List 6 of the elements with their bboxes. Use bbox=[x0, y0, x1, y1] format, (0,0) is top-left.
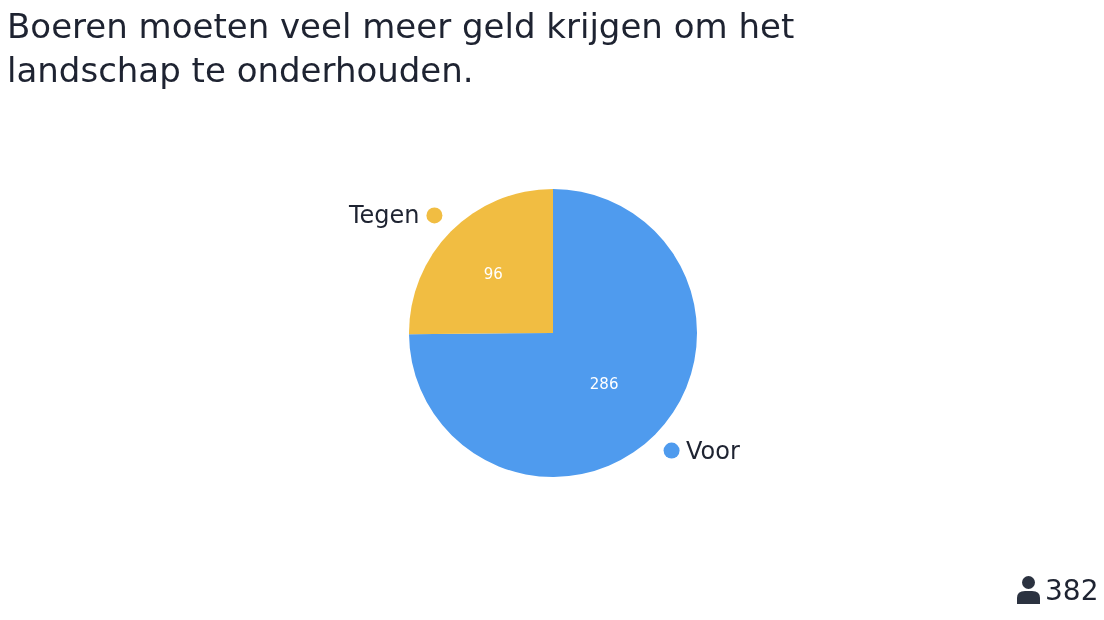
text: 382 bbox=[1045, 574, 1099, 607]
data-label: 96 bbox=[483, 264, 503, 283]
slice-label: Tegen bbox=[348, 201, 420, 229]
data-label: 286 bbox=[589, 374, 619, 393]
chart-title: Boeren moeten veel meer geld krijgen om het landschap te onderhouden. bbox=[7, 6, 795, 91]
legend-label: Voor bbox=[686, 437, 740, 465]
